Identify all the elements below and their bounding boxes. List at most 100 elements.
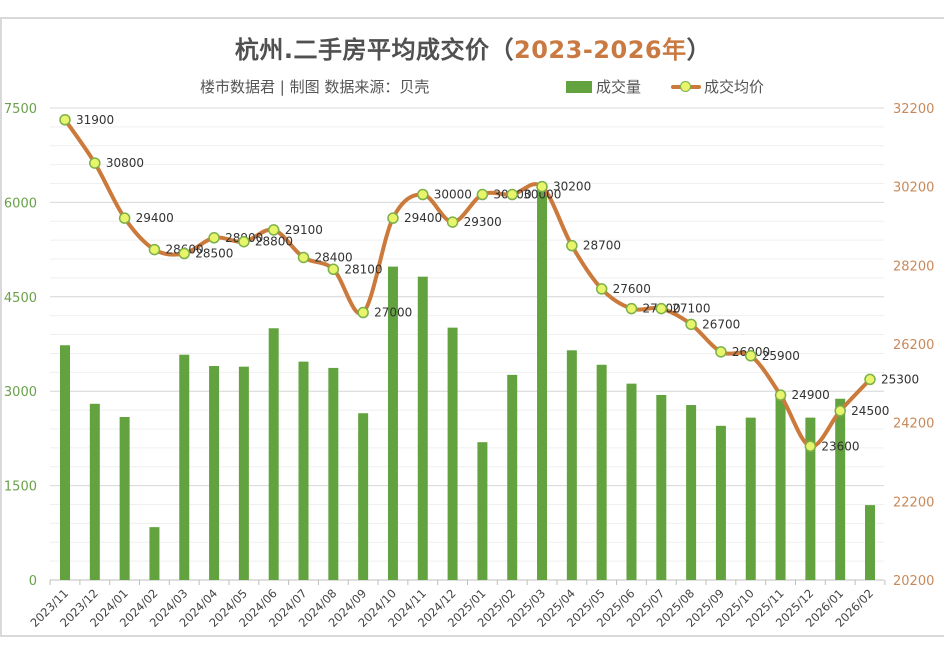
bar-2026/02 [865,505,875,580]
bar-2025/04 [566,350,577,580]
legend-label-volume: 成交量 [596,78,642,96]
price-marker [297,251,310,264]
chart-title: 杭州.二手房平均成交价（2023-2026年） [0,30,946,65]
price-marker [715,346,727,358]
bar-2025/06 [626,383,637,580]
bar-2025/05 [596,364,607,580]
price-data-label: 28100 [344,262,382,276]
chart-frame [0,17,944,637]
left-axis-tick: 4500 [4,291,37,306]
price-marker [327,263,340,276]
price-data-label: 27000 [374,306,412,320]
price-data-label: 23600 [821,439,859,453]
title-main: 杭州.二手房平均成交价（ [234,36,515,64]
chart-legend: 成交量 成交均价 [566,76,794,97]
legend-bar-swatch-icon [566,80,592,93]
bar-2024/08 [328,367,339,580]
price-data-label: 30000 [434,188,472,202]
bar-2024/05 [238,366,249,580]
price-data-label: 27600 [613,282,651,296]
price-marker [417,188,429,201]
price-marker [118,212,131,224]
price-line [63,117,872,449]
price-marker [357,306,369,319]
bar-2025/02 [507,374,518,580]
right-axis-tick: 24200 [893,417,934,432]
bar-2024/02 [149,527,160,580]
price-data-label: 28500 [195,247,233,261]
price-marker [267,224,280,236]
right-axis-tick: 32200 [893,102,934,117]
price-markers: 3190030800294002860028500289002880029100… [59,113,919,453]
left-axis-tick: 6000 [4,196,37,211]
title-highlight: 2023-2026年 [514,36,687,64]
bar-2025/12 [805,417,816,580]
price-marker [238,235,250,248]
price-marker [208,232,220,244]
price-data-label: 26700 [702,317,740,331]
price-marker [655,302,668,315]
bar-2025/01 [477,442,488,580]
price-marker [89,157,101,169]
bar-2024/09 [358,413,369,580]
bar-2024/04 [209,366,220,580]
price-data-label: 29400 [136,211,174,225]
price-data-label: 25900 [762,349,800,363]
price-data-label: 24900 [792,388,830,402]
price-marker [595,283,608,295]
price-marker [744,350,757,362]
right-axis-tick: 26200 [893,338,934,353]
bar-2024/06 [268,328,279,580]
right-axis-tick: 30200 [893,181,934,196]
bar-2024/12 [447,327,458,580]
price-data-label: 30800 [106,156,144,170]
right-axis-tick: 22200 [893,495,934,510]
legend-item-volume: 成交量 [566,76,641,97]
price-data-label: 24500 [851,404,889,418]
price-marker [685,318,697,331]
left-axis-tick: 7500 [4,102,37,117]
bar-2023/12 [89,403,100,580]
price-data-label: 25300 [881,372,919,386]
bar-2025/03 [537,183,548,580]
bar-2024/01 [119,417,130,580]
price-data-label: 31900 [76,113,114,127]
bar-2024/10 [387,266,398,580]
legend-label-price: 成交均价 [704,78,765,96]
price-marker [536,180,548,193]
price-marker [804,440,817,453]
title-close: ） [686,36,712,64]
price-data-label: 29400 [404,211,442,225]
price-data-label: 29100 [285,223,323,237]
chart-subtitle: 楼市数据君 | 制图 数据来源：贝壳 [200,78,430,96]
price-marker [566,239,578,252]
bar-2025/07 [656,394,667,580]
price-marker [446,216,459,228]
volume-bars [60,183,875,580]
left-axis-tick: 3000 [4,385,37,400]
price-marker [387,212,399,224]
left-axis-tick: 0 [29,574,37,589]
bar-2025/08 [686,405,697,580]
right-axis-tick: 20200 [893,574,934,589]
price-marker [864,373,876,386]
bar-2024/07 [298,361,309,580]
bar-2025/11 [775,398,786,580]
price-marker [506,188,518,201]
price-marker [178,247,191,260]
price-data-label: 28400 [315,250,353,264]
legend-item-price: 成交均价 [671,76,764,97]
price-data-label: 27100 [672,302,710,316]
legend-line-swatch-icon [671,80,702,93]
price-marker [834,405,846,417]
price-marker [148,243,161,256]
bar-2025/10 [745,417,756,580]
price-marker [625,302,638,315]
bar-2026/01 [835,398,846,580]
bar-2023/11 [60,345,70,580]
price-data-label: 30200 [553,180,591,194]
bar-2025/09 [715,425,726,580]
bar-2024/11 [417,276,428,580]
price-data-label: 28700 [583,239,621,253]
